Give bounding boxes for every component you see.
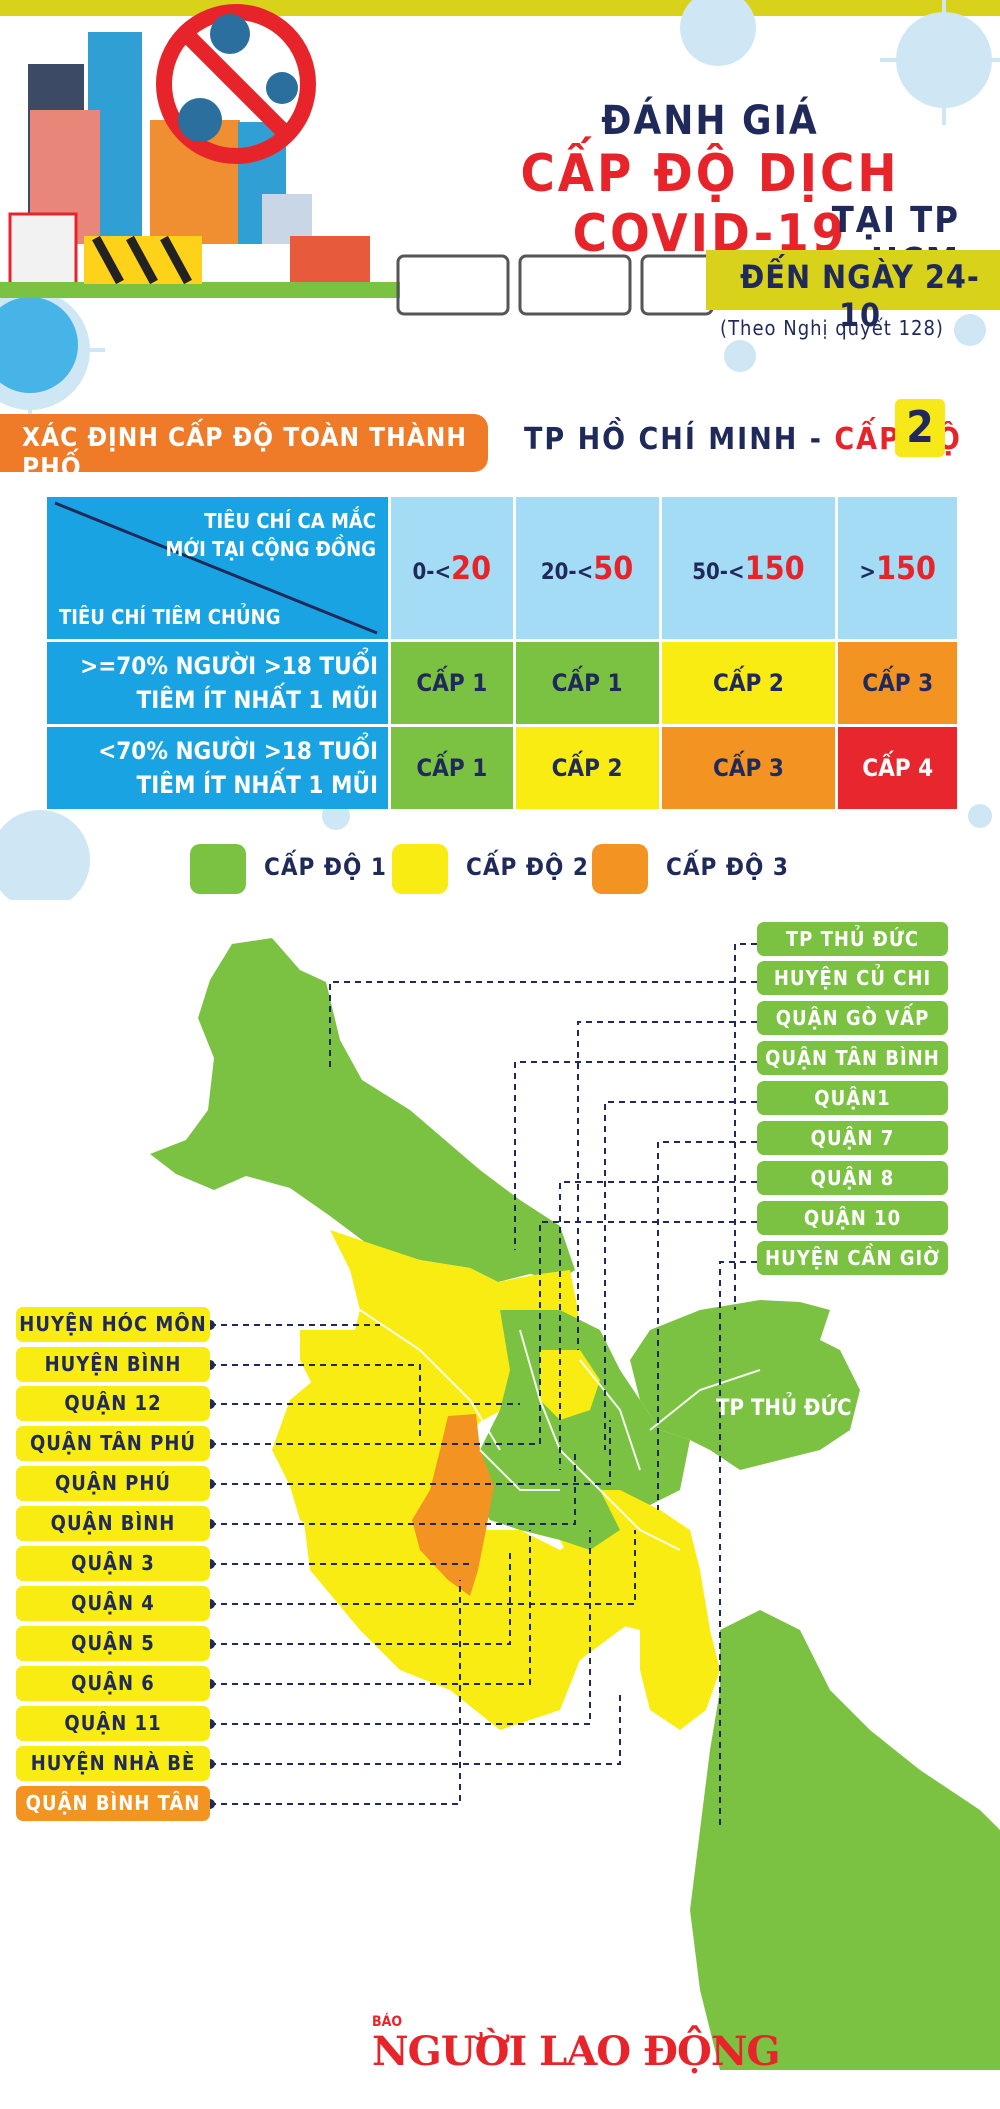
area-label-level2: QUẬN 6	[16, 1666, 210, 1701]
level-cell: CẤP 1	[391, 727, 513, 809]
area-label-level1: QUẬN 10	[757, 1201, 948, 1235]
map-area-inner-green	[470, 1310, 690, 1540]
map-label-thu-duc: TP THỦ ĐỨC	[716, 1396, 852, 1421]
legend-label-level3: CẤP ĐỘ 3	[666, 853, 789, 881]
area-label-level2: QUẬN 5	[16, 1626, 210, 1661]
determine-level-label: XÁC ĐỊNH CẤP ĐỘ TOÀN THÀNH PHỐ	[22, 423, 467, 483]
area-label-level2: HUYỆN BÌNH CHÁNH	[16, 1347, 210, 1411]
criteria-table: TIÊU CHÍ CA MẮC MỚI TẠI CỘNG ĐỒNG TIÊU C…	[44, 494, 960, 812]
range-header: 50-<150	[661, 497, 836, 639]
area-label-level2: QUẬN 12	[16, 1386, 210, 1421]
level-cell: CẤP 2	[661, 642, 836, 724]
map-area-can-gio	[690, 1610, 1000, 2070]
title-line-1: ĐÁNH GIÁ	[601, 98, 819, 144]
brand-prefix: BÁO	[372, 2014, 403, 2030]
area-label-level2: HUYỆN HÓC MÔN	[16, 1307, 210, 1342]
map-area-binh-tan	[412, 1414, 494, 1596]
area-label-level1: QUẬN GÒ VẤP	[757, 1001, 948, 1035]
area-label-level2: QUẬN BÌNH THẠNH	[16, 1506, 210, 1570]
city-illustration	[0, 4, 714, 316]
level-cell: CẤP 1	[391, 642, 513, 724]
date-text: ĐẾN NGÀY 24-10	[740, 258, 980, 334]
legend-swatch-level3	[592, 844, 648, 894]
area-label-level2: QUẬN PHÚ NHUẬN	[16, 1466, 210, 1530]
table-corner-header: TIÊU CHÍ CA MẮC MỚI TẠI CỘNG ĐỒNG TIÊU C…	[47, 497, 388, 639]
level-cell: CẤP 3	[838, 642, 957, 724]
area-label-level1: QUẬN 7	[757, 1121, 948, 1155]
date-band	[706, 250, 1000, 310]
legend-swatch-level2	[392, 844, 448, 894]
legend-label-level2: CẤP ĐỘ 2	[466, 853, 589, 881]
map-area-cu-chi	[150, 938, 575, 1282]
range-header: 20-<50	[515, 497, 659, 639]
brand-logo: NGƯỜI LAO ĐỘNG	[372, 2028, 781, 2075]
area-label-level3: QUẬN BÌNH TÂN	[16, 1786, 210, 1821]
area-label-level2: QUẬN 11	[16, 1706, 210, 1741]
area-label-level1: TP THỦ ĐỨC	[757, 922, 948, 956]
range-header: >150	[838, 497, 957, 639]
map-area-thu-duc	[630, 1300, 860, 1470]
area-label-level1: HUYỆN CẦN GIỜ	[757, 1241, 948, 1275]
area-label-level2: HUYỆN NHÀ BÈ	[16, 1746, 210, 1781]
range-header: 0-<20	[391, 497, 513, 639]
legend-label-level1: CẤP ĐỘ 1	[264, 853, 387, 881]
area-label-level1: QUẬN 8	[757, 1161, 948, 1195]
area-label-level1: HUYỆN CỦ CHI	[757, 961, 948, 995]
map-area-district-7-green	[540, 1490, 620, 1550]
legend-swatch-level1	[190, 844, 246, 894]
determine-level-banner	[0, 414, 488, 472]
resolution-note: (Theo Nghị quyết 128)	[720, 316, 944, 340]
level-cell: CẤP 3	[661, 727, 836, 809]
area-label-level1: QUẬN TÂN BÌNH	[757, 1041, 948, 1075]
level-cell: CẤP 2	[515, 727, 659, 809]
cases-criteria-label: TIÊU CHÍ CA MẮC MỚI TẠI CỘNG ĐỒNG	[165, 509, 376, 561]
decorative-virus-icons	[0, 0, 1000, 900]
area-label-level2: QUẬN TÂN PHÚ	[16, 1426, 210, 1461]
area-label-level2: QUẬN 4	[16, 1586, 210, 1621]
area-label-level2: QUẬN 3	[16, 1546, 210, 1581]
city-name: TP HỒ CHÍ MINH -	[524, 422, 835, 457]
vaccination-criteria-label: TIÊU CHÍ TIÊM CHỦNG	[59, 605, 281, 629]
area-label-level1: QUẬN1	[757, 1081, 948, 1115]
level-cell: CẤP 1	[515, 642, 659, 724]
level-cell: CẤP 4	[838, 727, 957, 809]
map-area-nha-be	[640, 1570, 720, 1730]
row-label-low-vaccination: <70% NGƯỜI >18 TUỔI TIÊM ÍT NHẤT 1 MŨI	[47, 727, 388, 809]
city-level-badge: 2	[895, 399, 945, 457]
row-label-high-vaccination: >=70% NGƯỜI >18 TUỔI TIÊM ÍT NHẤT 1 MŨI	[47, 642, 388, 724]
diagonal-divider	[54, 501, 378, 635]
